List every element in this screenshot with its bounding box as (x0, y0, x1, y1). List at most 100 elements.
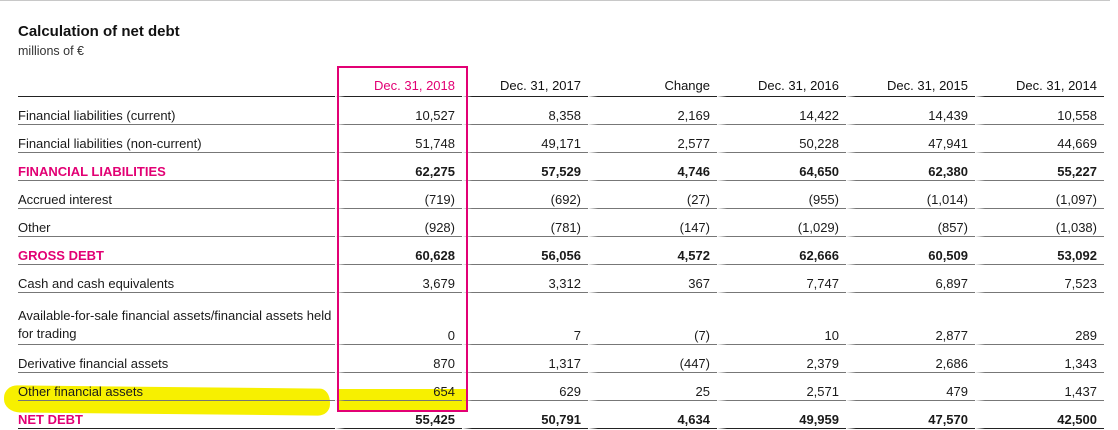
column-header-2015: Dec. 31, 2015 (846, 72, 975, 97)
row-label: Derivative financial assets (18, 345, 335, 373)
cell-value: 50,791 (462, 401, 588, 429)
cell-value: 7,747 (717, 265, 846, 293)
cell-value: 479 (846, 373, 975, 401)
cell-value: 0 (335, 293, 462, 345)
cell-value: 10 (717, 293, 846, 345)
cell-value: 1,317 (462, 345, 588, 373)
cell-value: 62,275 (335, 153, 462, 181)
cell-value: (955) (717, 181, 846, 209)
row-label: GROSS DEBT (18, 237, 335, 265)
cell-value: 2,877 (846, 293, 975, 345)
cell-value: 62,380 (846, 153, 975, 181)
cell-value: 42,500 (975, 401, 1104, 429)
row-label: Other (18, 209, 335, 237)
cell-value: 870 (335, 345, 462, 373)
row-label: Available-for-sale financial assets/fina… (18, 293, 335, 345)
cell-value: 62,666 (717, 237, 846, 265)
cell-value: 1,343 (975, 345, 1104, 373)
row-label: Other financial assets (18, 373, 335, 401)
table-row: Financial liabilities (current) 10,527 8… (18, 97, 1104, 125)
cell-value: 4,746 (588, 153, 717, 181)
cell-value: 60,509 (846, 237, 975, 265)
table-row: Cash and cash equivalents 3,679 3,312 36… (18, 265, 1104, 293)
cell-value: 2,686 (846, 345, 975, 373)
cell-value: 4,634 (588, 401, 717, 429)
table-row: Other financial assets 654 629 25 2,571 … (18, 373, 1104, 401)
table-row: Financial liabilities (non-current) 51,7… (18, 125, 1104, 153)
subtotal-row-gross-debt: GROSS DEBT 60,628 56,056 4,572 62,666 60… (18, 237, 1104, 265)
cell-value: 56,056 (462, 237, 588, 265)
cell-value: 55,425 (335, 401, 462, 429)
cell-value: (692) (462, 181, 588, 209)
subtotal-row-financial-liabilities: FINANCIAL LIABILITIES 62,275 57,529 4,74… (18, 153, 1104, 181)
cell-value: 57,529 (462, 153, 588, 181)
cell-value: 10,527 (335, 97, 462, 125)
cell-value: 3,679 (335, 265, 462, 293)
cell-value: (781) (462, 209, 588, 237)
row-label: Accrued interest (18, 181, 335, 209)
table-row: Derivative financial assets 870 1,317 (4… (18, 345, 1104, 373)
cell-value: 654 (335, 373, 462, 401)
cell-value: 7 (462, 293, 588, 345)
cell-value: 50,228 (717, 125, 846, 153)
cell-value: (147) (588, 209, 717, 237)
table-subtitle: millions of € (18, 44, 84, 58)
cell-value: 2,577 (588, 125, 717, 153)
cell-value: 49,959 (717, 401, 846, 429)
column-header-2018: Dec. 31, 2018 (335, 72, 462, 97)
row-label: Financial liabilities (current) (18, 97, 335, 125)
cell-value: 47,941 (846, 125, 975, 153)
cell-value: (447) (588, 345, 717, 373)
cell-value: 10,558 (975, 97, 1104, 125)
cell-value: (719) (335, 181, 462, 209)
cell-value: 4,572 (588, 237, 717, 265)
cell-value: (857) (846, 209, 975, 237)
cell-value: 8,358 (462, 97, 588, 125)
cell-value: (928) (335, 209, 462, 237)
cell-value: 49,171 (462, 125, 588, 153)
cell-value: 2,571 (717, 373, 846, 401)
total-row-net-debt: NET DEBT 55,425 50,791 4,634 49,959 47,5… (18, 401, 1104, 429)
cell-value: 2,169 (588, 97, 717, 125)
header-label-cell (18, 72, 335, 97)
row-label: Financial liabilities (non-current) (18, 125, 335, 153)
cell-value: (1,097) (975, 181, 1104, 209)
column-header-2016: Dec. 31, 2016 (717, 72, 846, 97)
table-row: Available-for-sale financial assets/fina… (18, 293, 1104, 345)
cell-value: 47,570 (846, 401, 975, 429)
cell-value: 289 (975, 293, 1104, 345)
cell-value: 6,897 (846, 265, 975, 293)
cell-value: 367 (588, 265, 717, 293)
row-label: Cash and cash equivalents (18, 265, 335, 293)
table-row: Other (928) (781) (147) (1,029) (857) (1… (18, 209, 1104, 237)
table-row: Accrued interest (719) (692) (27) (955) … (18, 181, 1104, 209)
table-title: Calculation of net debt (18, 23, 180, 40)
column-header-2017: Dec. 31, 2017 (462, 72, 588, 97)
cell-value: 629 (462, 373, 588, 401)
cell-value: (1,014) (846, 181, 975, 209)
cell-value: 55,227 (975, 153, 1104, 181)
cell-value: 14,439 (846, 97, 975, 125)
cell-value: (7) (588, 293, 717, 345)
cell-value: 3,312 (462, 265, 588, 293)
cell-value: 51,748 (335, 125, 462, 153)
column-header-2014: Dec. 31, 2014 (975, 72, 1104, 97)
cell-value: (1,038) (975, 209, 1104, 237)
cell-value: 64,650 (717, 153, 846, 181)
column-header-change: Change (588, 72, 717, 97)
net-debt-table: Dec. 31, 2018 Dec. 31, 2017 Change Dec. … (18, 72, 1104, 429)
row-label: NET DEBT (18, 401, 335, 429)
cell-value: 2,379 (717, 345, 846, 373)
cell-value: 25 (588, 373, 717, 401)
header-row: Dec. 31, 2018 Dec. 31, 2017 Change Dec. … (18, 72, 1104, 97)
cell-value: 14,422 (717, 97, 846, 125)
top-rule (0, 0, 1110, 1)
cell-value: 60,628 (335, 237, 462, 265)
cell-value: 44,669 (975, 125, 1104, 153)
cell-value: (27) (588, 181, 717, 209)
cell-value: 7,523 (975, 265, 1104, 293)
cell-value: (1,029) (717, 209, 846, 237)
cell-value: 53,092 (975, 237, 1104, 265)
row-label: FINANCIAL LIABILITIES (18, 153, 335, 181)
cell-value: 1,437 (975, 373, 1104, 401)
